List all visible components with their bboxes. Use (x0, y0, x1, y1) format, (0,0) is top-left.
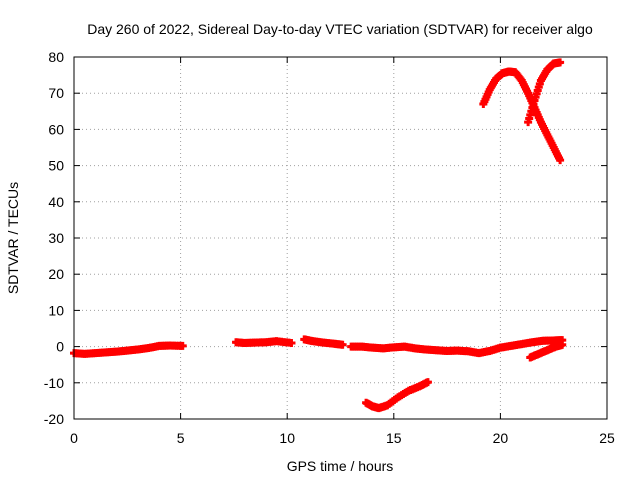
y-tick-label: 30 (48, 230, 64, 246)
series-1 (232, 337, 296, 347)
data-point (423, 378, 432, 387)
grid (73, 56, 608, 420)
series-2 (300, 335, 347, 349)
y-tick-label: -20 (44, 411, 64, 427)
data-point (558, 340, 567, 349)
data-points (70, 58, 567, 413)
chart-title: Day 260 of 2022, Sidereal Day-to-day VTE… (87, 21, 593, 37)
y-tick-label: 0 (56, 339, 64, 355)
x-tick-label: 15 (386, 430, 402, 446)
data-point (556, 58, 565, 67)
y-tick-label: 40 (48, 194, 64, 210)
x-tick-label: 10 (279, 430, 295, 446)
series-0 (70, 341, 187, 358)
y-tick-label: 10 (48, 302, 64, 318)
data-point (178, 341, 187, 350)
y-tick-label: 80 (48, 49, 64, 65)
y-tick-label: 70 (48, 85, 64, 101)
series-6 (479, 67, 565, 165)
x-tick-label: 5 (177, 430, 185, 446)
series-3 (347, 336, 567, 358)
x-axis-label: GPS time / hours (287, 458, 394, 474)
axis-ticks (73, 56, 608, 420)
series-4 (362, 378, 432, 413)
series-7 (524, 58, 565, 127)
plot-frame (73, 56, 608, 420)
data-point (338, 340, 347, 349)
y-tick-label: -10 (44, 375, 64, 391)
x-tick-label: 25 (599, 430, 615, 446)
series-5 (526, 340, 567, 362)
data-point (287, 338, 296, 347)
x-tick-labels: 0 5 10 15 20 25 (70, 430, 615, 446)
y-axis-label: SDTVAR / TECUs (5, 182, 21, 294)
y-tick-label: 60 (48, 121, 64, 137)
y-tick-labels: -20 -10 0 10 20 30 40 50 60 70 80 (44, 49, 64, 427)
x-tick-label: 20 (493, 430, 509, 446)
x-tick-label: 0 (70, 430, 78, 446)
data-point (556, 156, 565, 165)
y-tick-label: 20 (48, 266, 64, 282)
y-tick-label: 50 (48, 158, 64, 174)
